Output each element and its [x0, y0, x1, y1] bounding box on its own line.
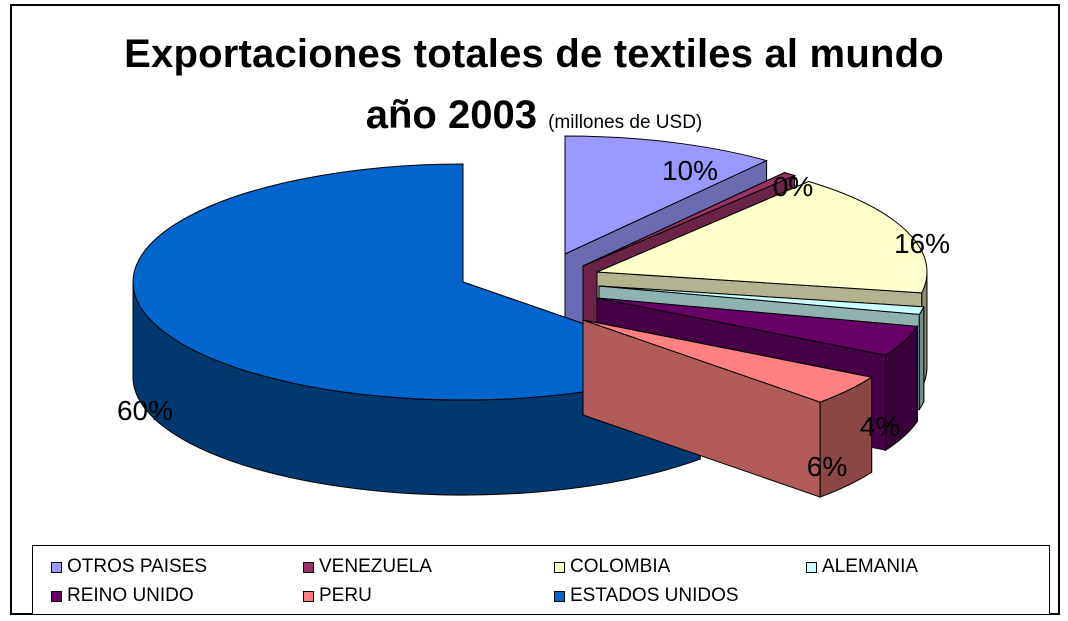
legend-swatch: [303, 590, 314, 602]
pie-slice-peru: [582, 319, 873, 498]
data-label: 10%: [662, 155, 718, 186]
data-label: 16%: [894, 228, 950, 259]
legend-label: REINO UNIDO: [67, 585, 194, 606]
legend-item: PERU: [303, 584, 372, 608]
legend-label: ESTADOS UNIDOS: [570, 585, 739, 606]
chart-subtitle-main: año 2003: [365, 93, 537, 137]
legend-item: REINO UNIDO: [51, 584, 194, 608]
chart-subtitle: año 2003 (millones de USD): [0, 93, 1068, 138]
pie-slice-top: [582, 172, 797, 267]
legend-swatch: [51, 590, 62, 602]
legend-swatch: [554, 561, 565, 573]
legend-swatch: [554, 590, 565, 602]
data-label: 60%: [117, 395, 173, 426]
pie-slice-top: [132, 163, 702, 401]
legend-item: ALEMANIA: [806, 555, 918, 579]
chart-title: Exportaciones totales de textiles al mun…: [124, 32, 944, 76]
legend-label: VENEZUELA: [319, 556, 432, 577]
chart-subtitle-units: (millones de USD): [548, 112, 703, 133]
legend-swatch: [51, 561, 62, 573]
legend-item: COLOMBIA: [554, 555, 670, 579]
data-label: 6%: [807, 451, 847, 482]
pie-slice-top: [564, 135, 769, 255]
chart-legend: OTROS PAISES VENEZUELA COLOMBIA ALEMANIA…: [32, 545, 1050, 615]
legend-label: OTROS PAISES: [67, 556, 208, 577]
legend-item: OTROS PAISES: [51, 555, 207, 579]
pie-slice-side: [918, 306, 925, 412]
data-label: 4%: [860, 411, 900, 442]
pie-slice-top: [598, 285, 925, 315]
pie-slice-top: [596, 180, 928, 294]
legend-label: COLOMBIA: [570, 556, 671, 577]
legend-swatch: [806, 561, 817, 573]
legend-label: ALEMANIA: [822, 556, 919, 577]
pie-slice-top: [596, 297, 919, 356]
data-label: 0%: [773, 171, 813, 202]
legend-swatch: [303, 561, 314, 573]
pie-slice-top: [582, 319, 873, 403]
legend-item: ESTADOS UNIDOS: [554, 584, 739, 608]
legend-label: PERU: [319, 585, 372, 606]
legend-item: VENEZUELA: [303, 555, 432, 579]
